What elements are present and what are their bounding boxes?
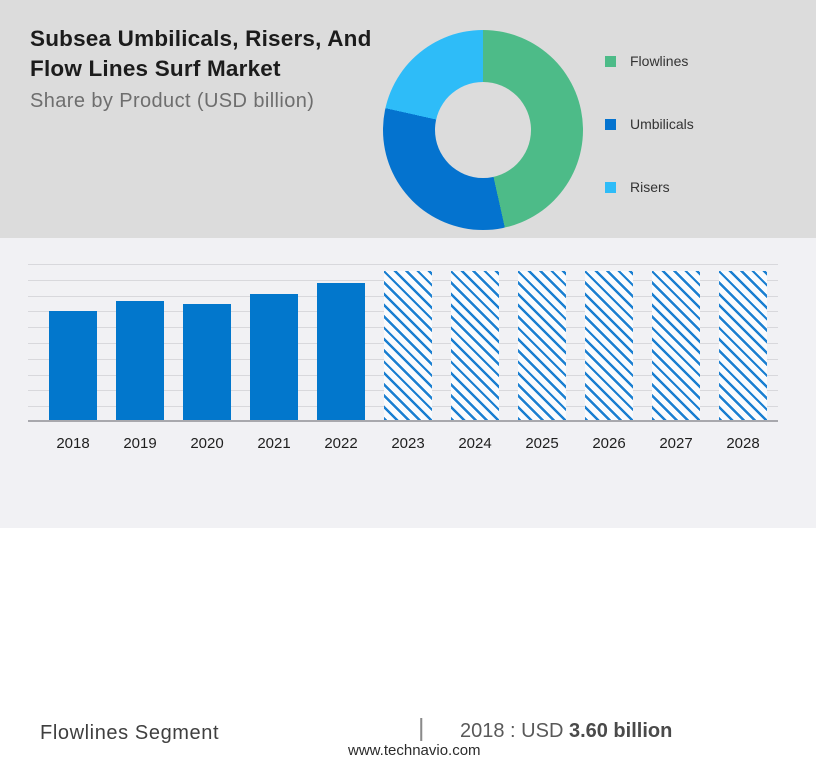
axis-label-2026: 2026 xyxy=(592,435,626,452)
kpi-value: 3.60 billion xyxy=(568,720,673,742)
legend-item-umbilicals: Umbilicals xyxy=(605,116,694,132)
bar-2025-forecast xyxy=(518,271,566,420)
axis-label-2021: 2021 xyxy=(257,435,291,452)
gridline xyxy=(28,264,778,265)
legend-item-flowlines: Flowlines xyxy=(605,53,694,69)
title-block: Subsea Umbilicals, Risers, And Flow Line… xyxy=(30,24,372,113)
website-url: www.technavio.com xyxy=(348,742,481,759)
page-title-line-2: Flow Lines Surf Market xyxy=(30,56,281,81)
axis-label-2018: 2018 xyxy=(56,435,90,452)
legend-swatch-risers-icon xyxy=(605,181,616,193)
axis-label-2027: 2027 xyxy=(659,435,693,452)
legend-item-risers: Risers xyxy=(605,179,694,195)
legend-swatch-umbilicals-icon xyxy=(605,118,616,130)
bar-2022 xyxy=(317,283,365,420)
bar-2027-forecast xyxy=(652,271,700,420)
kpi-prefix: 2018 : USD xyxy=(460,720,564,742)
x-axis-labels: 2018 2019 2020 2021 2022 2023 2024 2025 2026 2027… xyxy=(28,435,778,453)
bar-chart-plot-area xyxy=(28,264,778,422)
kpi-text: 2018 : USD 3.60 billion xyxy=(460,720,672,743)
page-title-line-1: Subsea Umbilicals, Risers, And xyxy=(30,26,372,51)
axis-label-2025: 2025 xyxy=(525,435,559,452)
donut-chart xyxy=(383,30,583,230)
axis-label-2024: 2024 xyxy=(458,435,492,452)
kpi-separator: | xyxy=(418,714,425,742)
legend-label-flowlines: Flowlines xyxy=(630,53,689,69)
axis-label-2028: 2028 xyxy=(726,435,760,452)
donut-hole xyxy=(435,82,531,178)
bar-2019 xyxy=(116,301,164,420)
axis-label-2023: 2023 xyxy=(391,435,425,452)
bar-2026-forecast xyxy=(585,271,633,420)
bar-2018 xyxy=(49,311,97,420)
bar-2023-forecast xyxy=(384,271,432,420)
legend-swatch-flowlines-icon xyxy=(605,55,616,67)
legend-label-umbilicals: Umbilicals xyxy=(630,116,694,132)
segment-label: Flowlines Segment xyxy=(40,722,220,744)
page-subtitle: Share by Product (USD billion) xyxy=(30,90,315,112)
bar-2021 xyxy=(250,294,298,420)
header-section: Subsea Umbilicals, Risers, And Flow Line… xyxy=(0,0,816,238)
axis-label-2022: 2022 xyxy=(324,435,358,452)
axis-label-2019: 2019 xyxy=(123,435,157,452)
legend: Flowlines Umbilicals Risers xyxy=(605,53,694,243)
bar-2028-forecast xyxy=(719,271,767,420)
bar-2024-forecast xyxy=(451,271,499,420)
axis-label-2020: 2020 xyxy=(190,435,224,452)
bar-2020 xyxy=(183,304,231,420)
bar-chart-section: 2018 2019 2020 2021 2022 2023 2024 2025 2026 2027… xyxy=(0,238,816,759)
legend-label-risers: Risers xyxy=(630,179,670,195)
